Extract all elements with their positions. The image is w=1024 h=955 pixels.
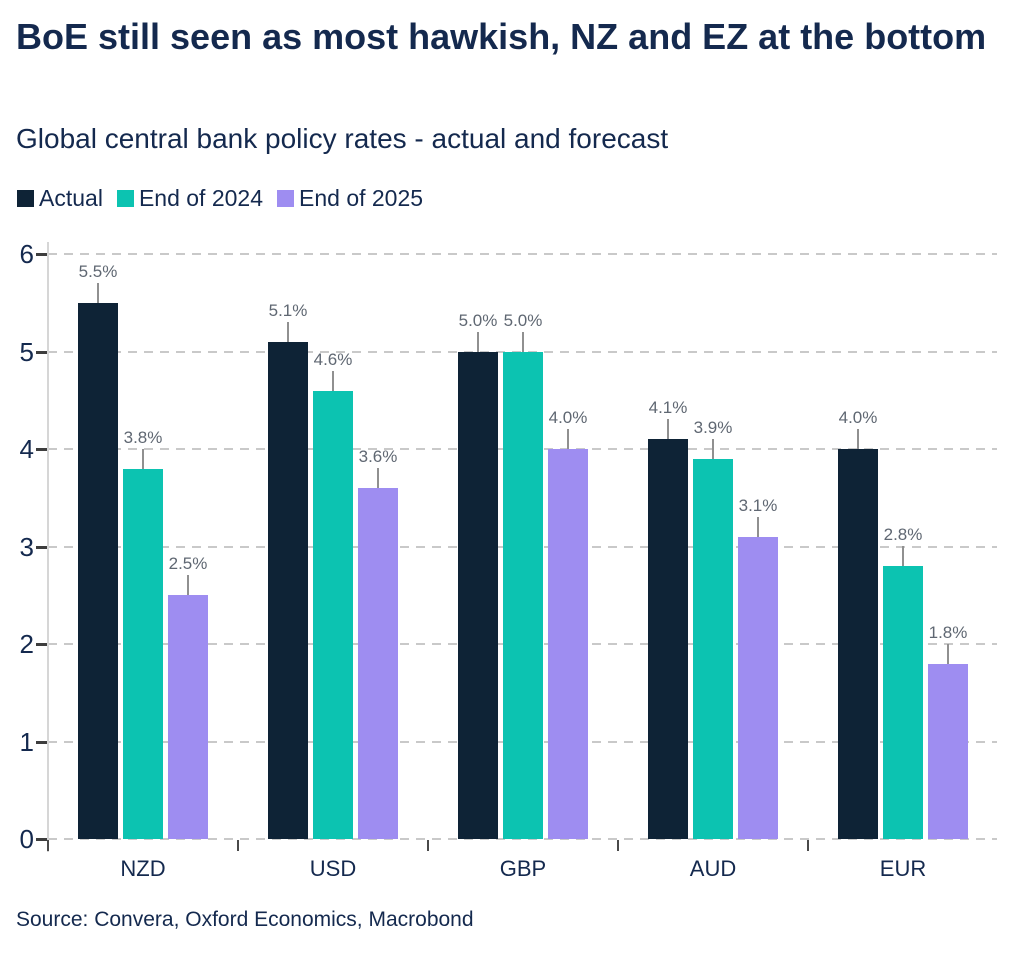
bar-value-label: 3.1% — [738, 496, 778, 515]
x-category-label-eur: EUR — [879, 856, 927, 881]
y-axis-label-4: 4 — [19, 434, 34, 464]
bar-usd-0 — [268, 342, 308, 839]
x-axis-tick-0 — [47, 840, 49, 851]
bar-value-label: 5.0% — [503, 311, 543, 330]
x-axis-tick-3 — [617, 840, 619, 851]
chart-title: BoE still seen as most hawkish, NZ and E… — [16, 16, 987, 57]
y-axis-line — [47, 242, 49, 852]
x-axis-tick-1 — [237, 840, 239, 851]
bar-value-label: 3.8% — [123, 428, 163, 447]
bar-value-label: 2.5% — [168, 554, 208, 573]
x-category-label-nzd: NZD — [120, 856, 166, 881]
bar-label-connector — [857, 429, 859, 449]
bar-label-connector — [522, 332, 524, 352]
bar-value-label: 4.0% — [838, 408, 878, 427]
bar-label-connector — [97, 283, 99, 303]
bar-nzd-1 — [123, 469, 163, 839]
x-category-label-usd: USD — [309, 856, 357, 881]
y-axis-tick-5 — [36, 351, 48, 354]
bar-label-connector — [332, 371, 334, 391]
gridline-0 — [48, 838, 997, 840]
legend-label: End of 2025 — [299, 185, 424, 211]
bar-label-connector — [477, 332, 479, 352]
bar-value-label: 3.6% — [358, 447, 398, 466]
bar-value-label: 5.1% — [268, 301, 308, 320]
bar-eur-0 — [838, 449, 878, 839]
x-category-label-aud: AUD — [689, 856, 737, 881]
bar-aud-0 — [648, 439, 688, 839]
bar-gbp-0 — [458, 352, 498, 839]
bar-value-label: 2.8% — [883, 525, 923, 544]
bar-gbp-1 — [503, 352, 543, 839]
y-axis-label-5: 5 — [19, 337, 34, 367]
bar-label-connector — [757, 517, 759, 537]
y-axis-tick-3 — [36, 546, 48, 549]
legend-label: End of 2024 — [138, 185, 263, 211]
y-axis-tick-6 — [36, 253, 48, 256]
bar-label-connector — [187, 575, 189, 595]
y-axis-label-2: 2 — [19, 629, 34, 659]
gridline-6 — [48, 253, 997, 255]
legend: Actual End of 2024 End of 2025 — [17, 184, 423, 212]
y-axis-label-0: 0 — [19, 824, 34, 854]
source-note: Source: Convera, Oxford Economics, Macro… — [16, 908, 474, 931]
bar-label-connector — [287, 322, 289, 342]
bar-aud-1 — [693, 459, 733, 839]
bar-value-label: 5.0% — [458, 311, 498, 330]
bar-eur-1 — [883, 566, 923, 839]
bar-value-label: 5.5% — [78, 262, 118, 281]
legend-item-0: Actual — [17, 184, 103, 212]
y-axis-tick-4 — [36, 448, 48, 451]
bar-usd-1 — [313, 391, 353, 839]
y-axis-label-6: 6 — [19, 239, 34, 269]
legend-item-1: End of 2024 — [116, 184, 263, 212]
bar-nzd-2 — [168, 595, 208, 839]
bar-label-connector — [567, 429, 569, 449]
bar-label-connector — [142, 449, 144, 469]
legend-swatch-icon — [17, 189, 34, 207]
legend-item-2: End of 2025 — [277, 184, 423, 212]
legend-label: Actual — [39, 185, 103, 211]
bar-value-label: 4.0% — [548, 408, 588, 427]
bar-value-label: 1.8% — [928, 623, 968, 642]
y-axis-tick-2 — [36, 643, 48, 646]
y-axis-label-3: 3 — [19, 532, 34, 562]
bar-aud-2 — [738, 537, 778, 839]
y-axis-tick-1 — [36, 741, 48, 744]
legend-swatch-icon — [277, 189, 294, 207]
legend-swatch-icon — [116, 189, 134, 207]
bar-value-label: 3.9% — [693, 418, 733, 437]
bar-label-connector — [947, 644, 949, 664]
bar-label-connector — [377, 468, 379, 488]
bar-usd-2 — [358, 488, 398, 839]
x-category-label-gbp: GBP — [499, 856, 547, 881]
bar-label-connector — [667, 419, 669, 439]
bar-nzd-0 — [78, 303, 118, 839]
y-axis-tick-0 — [36, 838, 48, 841]
x-axis-tick-2 — [427, 840, 429, 851]
chart-subtitle: Global central bank policy rates - actua… — [16, 123, 669, 154]
bar-label-connector — [902, 546, 904, 566]
x-axis-tick-4 — [807, 840, 809, 851]
bar-gbp-2 — [548, 449, 588, 839]
bar-eur-2 — [928, 664, 968, 839]
bar-label-connector — [712, 439, 714, 459]
y-axis-label-1: 1 — [19, 727, 34, 757]
bar-value-label: 4.1% — [648, 398, 688, 417]
bar-value-label: 4.6% — [313, 350, 353, 369]
